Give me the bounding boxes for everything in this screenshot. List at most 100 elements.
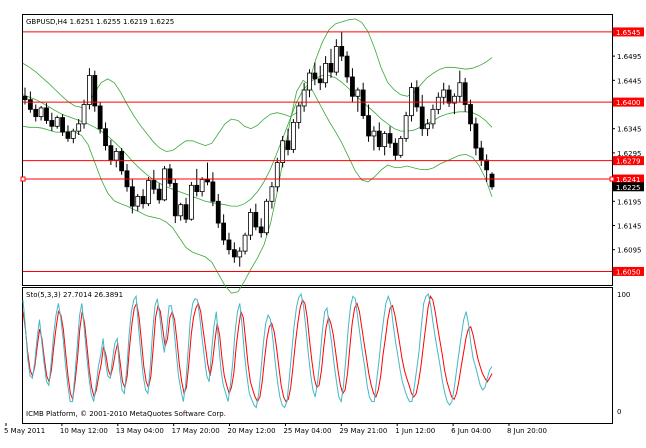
candle xyxy=(462,77,468,112)
candle-body xyxy=(323,62,328,84)
candle-body xyxy=(344,55,350,78)
axis-layer: 1.6545 1.6400 1.6279 1.6241 1.6050 1.6225 1.64… xyxy=(4,27,644,435)
candle-body xyxy=(355,89,361,97)
candle-body xyxy=(87,75,92,105)
candle-body xyxy=(194,184,200,193)
candle xyxy=(328,48,334,78)
candle-body xyxy=(49,120,55,127)
price-level-tag xyxy=(613,266,644,276)
candle-body xyxy=(371,130,377,137)
x-tick-label: 1 Jun 12:00 xyxy=(395,427,435,435)
price-level-label: 1.6400 xyxy=(616,99,641,107)
x-tick-label: 17 May 20:00 xyxy=(172,427,220,435)
candle xyxy=(452,93,457,115)
x-tick-label: 13 May 04:00 xyxy=(116,427,164,435)
candle-body xyxy=(183,204,189,220)
candle-body xyxy=(178,204,184,217)
candle-body xyxy=(146,180,151,205)
price-level-label: 1.6279 xyxy=(616,158,641,166)
candle xyxy=(339,31,345,61)
price-level-tag xyxy=(613,97,644,107)
candle-body xyxy=(489,173,495,188)
candle-body xyxy=(210,181,216,202)
candle-body xyxy=(258,226,264,234)
candle-body xyxy=(301,89,307,107)
candle xyxy=(446,85,452,107)
stochastic-plot-layer xyxy=(22,292,493,409)
candle-body xyxy=(189,184,194,220)
candle xyxy=(355,87,361,112)
candle-body xyxy=(441,89,447,98)
price-panel[interactable] xyxy=(22,14,613,286)
candle-body xyxy=(290,122,296,150)
stochastic-y-label: 100 xyxy=(617,291,630,299)
line-handle-left[interactable] xyxy=(20,176,26,182)
x-tick-label: 10 May 12:00 xyxy=(60,427,108,435)
candle xyxy=(167,164,173,187)
stochastic-panel[interactable] xyxy=(22,287,613,424)
candle-body xyxy=(419,106,425,130)
price-chart-title: GBPUSD,H4 1.6251 1.6255 1.6219 1.6225 xyxy=(26,18,174,26)
bollinger-middle-line xyxy=(22,75,493,207)
candle-body xyxy=(462,82,468,105)
candle xyxy=(156,183,162,204)
candle-body xyxy=(269,186,275,202)
price-level-label: 1.6545 xyxy=(616,29,641,37)
candle xyxy=(350,68,355,103)
candle xyxy=(398,135,404,158)
candle-body xyxy=(382,133,388,148)
candle-body xyxy=(328,62,334,73)
x-tick-label: 29 May 21:00 xyxy=(339,427,387,435)
candle-body xyxy=(430,108,436,125)
candle xyxy=(441,82,447,105)
candle-body xyxy=(76,123,82,132)
candle xyxy=(129,179,135,214)
candle xyxy=(258,218,264,238)
candle xyxy=(392,138,398,161)
candle-body xyxy=(484,159,490,171)
candle xyxy=(231,242,237,263)
candle-body xyxy=(33,108,39,118)
candle xyxy=(269,181,275,209)
line-handle-right[interactable] xyxy=(609,176,615,182)
candle-body xyxy=(248,212,253,236)
x-tick-label: 25 May 04:00 xyxy=(283,427,331,435)
candle-body xyxy=(473,123,479,149)
candle xyxy=(38,105,44,121)
y-tick-label: 1.6195 xyxy=(617,198,642,206)
candle xyxy=(237,247,243,267)
candle xyxy=(49,112,55,132)
candle xyxy=(60,114,65,136)
candle xyxy=(103,122,108,151)
candle-body xyxy=(285,140,291,150)
price-level-tag xyxy=(613,174,644,184)
candle-body xyxy=(113,151,119,161)
candle-body xyxy=(140,196,146,205)
candle-body xyxy=(280,140,286,163)
candle xyxy=(333,39,339,76)
candle xyxy=(135,194,141,211)
candle-body xyxy=(226,239,232,251)
price-level-label: 1.6241 xyxy=(616,176,641,184)
y-tick-label: 1.6495 xyxy=(617,53,642,61)
candle-body xyxy=(392,142,398,156)
candle xyxy=(366,104,371,142)
candle xyxy=(33,104,39,122)
candle xyxy=(344,51,350,83)
candle-body xyxy=(452,95,457,104)
candle-body xyxy=(129,186,135,207)
y-tick-label: 1.6095 xyxy=(617,247,642,255)
candle-body xyxy=(333,46,339,73)
candle-body xyxy=(70,130,76,139)
candle xyxy=(221,214,227,245)
candle xyxy=(210,172,216,207)
candle xyxy=(468,99,473,132)
candle xyxy=(301,82,307,112)
candle xyxy=(360,82,366,120)
candle-body xyxy=(398,137,404,156)
candle-body xyxy=(27,99,33,110)
candle-body xyxy=(22,95,28,101)
candle-body xyxy=(167,168,173,184)
candle xyxy=(54,115,60,129)
candle-body xyxy=(468,104,473,125)
